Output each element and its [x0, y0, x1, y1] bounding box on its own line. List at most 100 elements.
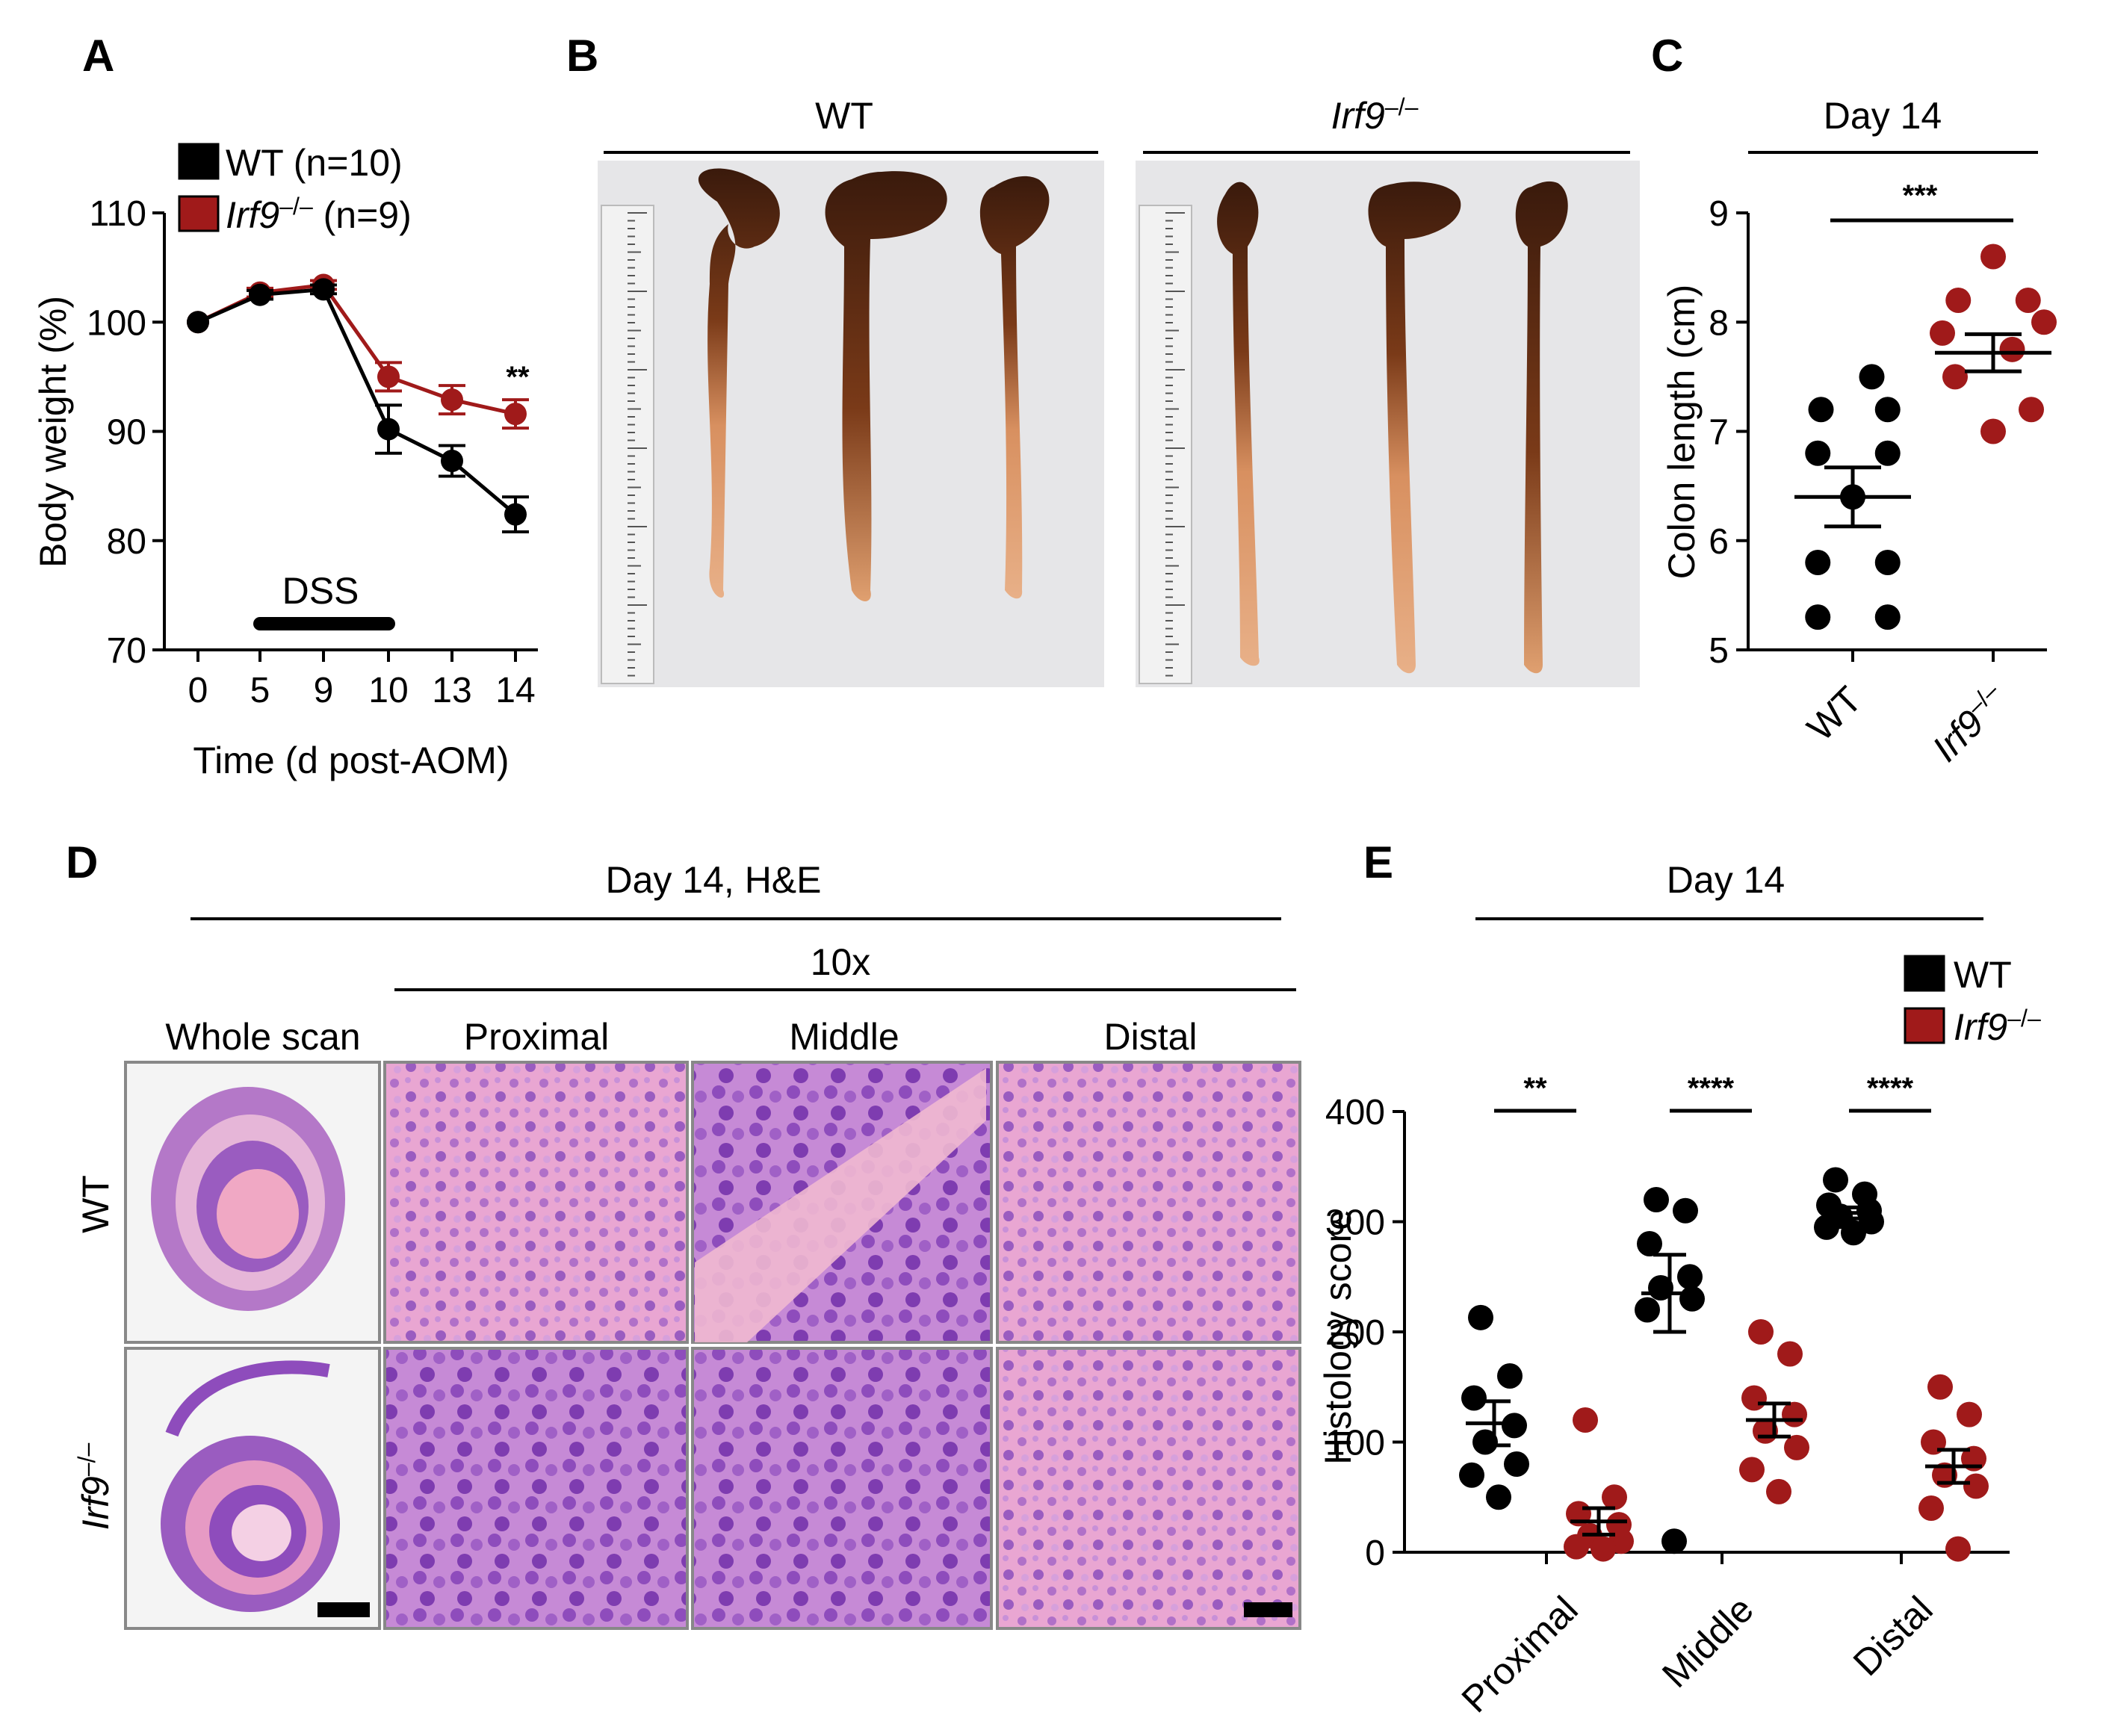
x-tick-label: Middle: [1654, 1588, 1762, 1696]
data-point: [1739, 1457, 1765, 1483]
data-point: [1823, 1167, 1848, 1193]
panel-letter-b: B: [566, 31, 598, 81]
data-point: [1486, 1484, 1511, 1510]
y-tick-label: 110: [89, 194, 146, 234]
legend-label-wt: WT: [1954, 954, 2012, 996]
he-tile-wt-middle-muscle: [695, 1068, 986, 1342]
y-tick-label: 7: [1709, 413, 1729, 453]
colon-ko-2: [1368, 182, 1461, 674]
data-point: [1999, 336, 2025, 362]
colon-wt-3: [979, 176, 1050, 599]
data-point: [1637, 1231, 1662, 1256]
y-tick-label: 400: [1325, 1093, 1385, 1132]
data-point: [1808, 397, 1834, 423]
colon-photo-wt: [598, 161, 1104, 687]
colon-ko-1: [1217, 182, 1260, 666]
row-label-wt: WT: [75, 1175, 117, 1233]
x-tick-label: 5: [250, 671, 270, 710]
panel-d-title: Day 14, H&E: [605, 859, 821, 901]
data-point: [1782, 1401, 1807, 1427]
group-label-ko: Irf9–/–: [1331, 93, 1419, 137]
colon-wt-1: [698, 168, 780, 598]
panel-d-magnification: 10x: [811, 941, 871, 983]
data-point: [1504, 1451, 1529, 1477]
data-point: [441, 388, 463, 412]
scale-bar-whole: [318, 1602, 370, 1617]
data-point: [1679, 1286, 1705, 1312]
data-point: [249, 283, 271, 306]
panel-c-chart: Day 14 5 6 7 8 9 Colon length (cm) WT Irf9–/– ***: [1661, 95, 2057, 769]
x-tick-label: 14: [495, 671, 535, 710]
significance-label: ****: [1688, 1072, 1735, 1105]
he-tile-wt-whole: [124, 1061, 381, 1344]
y-tick-label: 80: [107, 522, 146, 562]
y-tick-label: 100: [1325, 1424, 1385, 1463]
legend-swatch-ko: [1904, 1007, 1945, 1044]
panel-a-chart: 70 80 90 100 110 0 5 9 10 13 14 Time (d post-AOM) Bo…: [32, 142, 538, 781]
data-point: [1564, 1534, 1589, 1560]
data-point: [2031, 309, 2057, 335]
ruler-wt: [601, 205, 654, 684]
data-point: [1644, 1187, 1669, 1212]
legend-swatch-wt: [178, 143, 220, 180]
data-point: [1677, 1264, 1703, 1290]
data-point: [1980, 244, 2006, 270]
y-tick-label: 9: [1709, 194, 1729, 234]
data-point: [1874, 440, 1901, 466]
he-tile-ko-middle: [691, 1347, 993, 1630]
data-point: [1957, 1401, 1982, 1427]
data-point: [1468, 1304, 1493, 1330]
chart-title: Day 14: [1667, 859, 1785, 901]
data-point: [1472, 1429, 1498, 1455]
data-point: [441, 449, 463, 472]
data-point: [1805, 550, 1831, 575]
data-point: [1766, 1478, 1791, 1504]
data-point: [1502, 1413, 1527, 1439]
column-label-proximal: Proximal: [464, 1016, 609, 1058]
significance-label: **: [1523, 1072, 1547, 1105]
data-point: [1661, 1528, 1687, 1554]
dss-label: DSS: [282, 570, 359, 612]
data-point: [1874, 550, 1901, 575]
he-tile-ko-proximal: [383, 1347, 689, 1630]
chart-title: Day 14: [1824, 95, 1942, 137]
x-tick-label: Distal: [1845, 1588, 1941, 1684]
y-tick-label: 70: [107, 631, 146, 671]
column-label-whole-scan: Whole scan: [165, 1016, 360, 1058]
data-point: [1635, 1297, 1660, 1323]
panel-letter-a: A: [82, 31, 114, 81]
data-point: [1942, 364, 1968, 390]
x-tick-label-wt: WT: [1799, 678, 1870, 749]
he-tile-wt-proximal: [383, 1061, 689, 1344]
data-point: [1963, 1473, 1989, 1499]
row-label-ko: Irf9–/–: [73, 1442, 117, 1530]
legend-swatch-ko: [178, 195, 220, 232]
data-point: [1930, 320, 1955, 346]
x-tick-label-ko: Irf9–/–: [1923, 678, 2016, 770]
y-axis-title: Colon length (cm): [1661, 285, 1703, 580]
panel-letter-e: E: [1363, 837, 1393, 887]
y-tick-label: 300: [1325, 1203, 1385, 1243]
colon-ko-3: [1515, 181, 1568, 674]
y-tick-label: 5: [1709, 631, 1729, 671]
data-point: [1859, 364, 1885, 390]
data-point: [1741, 1385, 1767, 1411]
series-line-1: [196, 282, 516, 416]
y-tick-label: 0: [1365, 1534, 1385, 1573]
x-axis-title: Time (d post-AOM): [193, 740, 509, 781]
data-point: [504, 503, 527, 526]
colon-photo-ko: [1136, 161, 1640, 687]
data-point: [1805, 440, 1831, 466]
data-point: [377, 418, 400, 441]
y-tick-label: 100: [87, 303, 146, 343]
data-point: [187, 311, 209, 334]
data-point: [1927, 1374, 1953, 1400]
x-tick-label: 9: [314, 671, 334, 710]
x-tick-label: 10: [368, 671, 408, 710]
data-point: [377, 365, 400, 388]
he-tile-ko-distal: [996, 1347, 1301, 1630]
x-tick-label: 13: [432, 671, 471, 710]
y-tick-label: 200: [1325, 1313, 1385, 1353]
data-point: [1784, 1434, 1809, 1460]
y-tick-label: 6: [1709, 522, 1729, 562]
